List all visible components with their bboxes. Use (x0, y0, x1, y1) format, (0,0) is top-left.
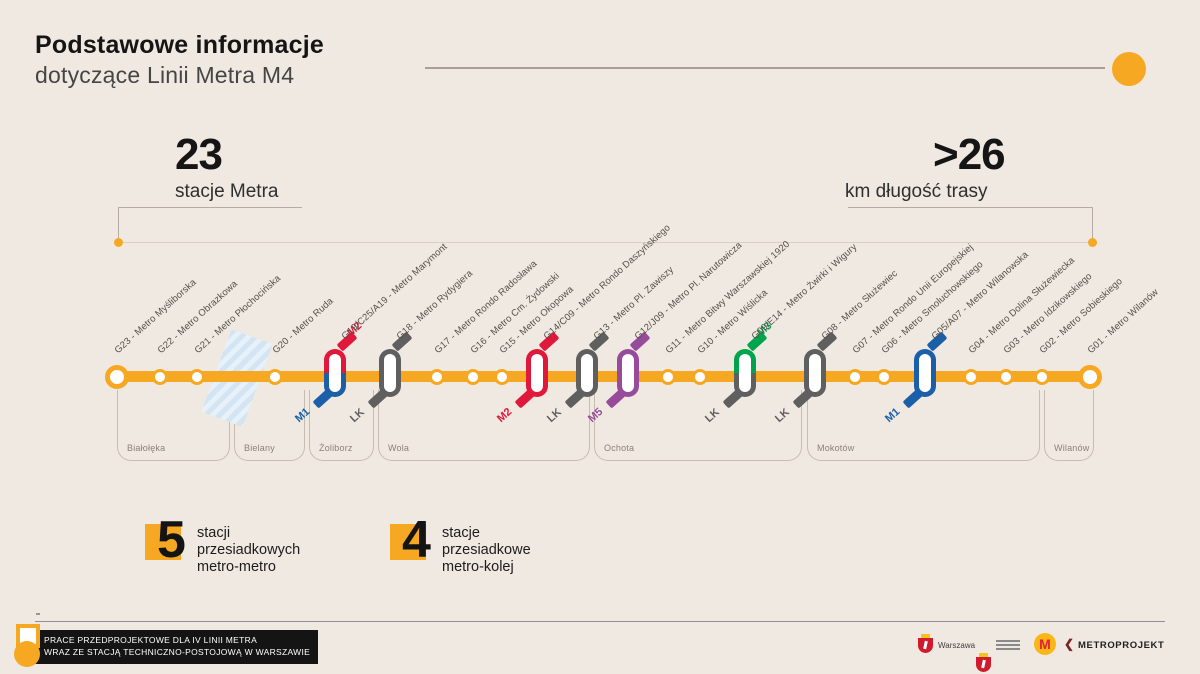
station-dot (876, 368, 892, 385)
district-label: Mokotów (817, 443, 855, 453)
district-label: Bielany (244, 443, 275, 453)
district-bracket-wola: Wola (378, 390, 590, 461)
station-dot (189, 368, 205, 385)
left-bracket-vertical (118, 207, 119, 239)
station-label: G23 - Metro Myśliborska (112, 277, 199, 356)
legend-orange-square (390, 524, 426, 560)
station-interchange-capsule (526, 349, 548, 397)
watermark-circle (14, 641, 40, 667)
legend-text-line2: metro-metro (197, 559, 276, 576)
right-bracket-horizontal (848, 207, 1092, 208)
capsule-inner (809, 354, 821, 392)
station-interchange-capsule (804, 349, 826, 397)
station-dot (152, 368, 168, 385)
district-label: Wola (388, 443, 410, 453)
title-line-1: Podstawowe informacje (35, 31, 324, 59)
station-dot (494, 368, 510, 385)
city-crest-icon (976, 653, 991, 672)
station-terminus (105, 364, 129, 389)
legend-orange-square (145, 524, 181, 560)
m4-line (110, 371, 1096, 382)
legend-text-line2: metro-kolej (442, 559, 514, 576)
station-dot (267, 368, 283, 385)
stat-length-value: >26 (933, 130, 1006, 179)
project-title-line1: PRACE PRZEDPROJEKTOWE DLA IV LINII METRA (44, 635, 258, 645)
station-terminus (1078, 364, 1102, 389)
station-interchange-capsule (576, 349, 598, 397)
capsule-inner (329, 354, 341, 392)
accent-circle (1112, 52, 1146, 86)
legend-count: 5 (157, 511, 186, 569)
metro-warszawskie-logo: M (1034, 633, 1056, 655)
station-dot (660, 368, 676, 385)
project-title-line2: WRAZ ZE STACJĄ TECHNICZNO-POSTOJOWĄ W WA… (44, 647, 311, 658)
district-bracket-mokotów: Mokotów (807, 390, 1040, 461)
station-dot (847, 368, 863, 385)
legend-text-line1: stacje przesiadkowe (442, 525, 531, 559)
capsule-inner (384, 354, 396, 392)
district-bracket-białołęka: Białołęka (117, 390, 230, 461)
title-line-2: dotyczące Linii Metra M4 (35, 62, 295, 89)
district-bracket-bielany: Bielany (234, 390, 305, 461)
warsaw-crest-icon (918, 634, 933, 653)
capsule-inner (622, 354, 634, 392)
legend-count: 4 (402, 511, 431, 569)
footnote-mark (36, 613, 40, 615)
station-dot (1034, 368, 1050, 385)
station-label: G20 - Metro Ruda (270, 295, 336, 356)
district-bracket-wilanów: Wilanów (1044, 390, 1094, 461)
route-span-dot-right (1088, 238, 1097, 247)
district-label: Białołęka (127, 443, 166, 453)
station-dot (429, 368, 445, 385)
footer-rule (35, 621, 1165, 622)
station-interchange-capsule (324, 349, 346, 397)
capsule-inner (531, 354, 543, 392)
capsule-inner (739, 354, 751, 392)
district-label: Wilanów (1054, 443, 1090, 453)
metro-diagram: Białołęka Bielany Żoliborz Wola Ochota Mokotó… (105, 222, 1161, 461)
station-interchange-capsule (734, 349, 756, 397)
stat-length-label: km długość trasy (845, 181, 988, 202)
station-dot (692, 368, 708, 385)
capsule-inner (581, 354, 593, 392)
legend-text-line1: stacji przesiadkowych (197, 525, 301, 559)
station-interchange-capsule (617, 349, 639, 397)
station-dot (998, 368, 1014, 385)
right-bracket-vertical (1092, 207, 1093, 239)
station-label: G08 - Metro Służewiec (819, 268, 900, 342)
station-dot (465, 368, 481, 385)
capsule-inner (919, 354, 931, 392)
metroprojekt-chevron-icon: ❮ (1064, 637, 1075, 651)
header-rule (425, 67, 1105, 69)
station-interchange-capsule (914, 349, 936, 397)
stat-stations-value: 23 (175, 130, 223, 179)
warsaw-logo-label: Warszawa (938, 641, 976, 650)
station-interchange-capsule (379, 349, 401, 397)
left-bracket-horizontal (118, 207, 302, 208)
station-dot (963, 368, 979, 385)
metroprojekt-logo-label: METROPROJEKT (1078, 640, 1165, 651)
district-bracket-żoliborz: Żoliborz (309, 390, 374, 461)
stat-stations-label: stacje Metra (175, 181, 279, 202)
station-label: G19/C25/A19 - Metro Marymont (339, 241, 450, 342)
project-title-bar: PRACE PRZEDPROJEKTOWE DLA IV LINII METRA… (30, 630, 319, 664)
page-title: Podstawowe informacje dotyczące Linii Me… (35, 30, 324, 90)
crest-caption-lines (996, 638, 1020, 652)
district-label: Żoliborz (319, 443, 353, 453)
route-span-dot-left (114, 238, 123, 247)
district-bracket-ochota: Ochota (594, 390, 802, 461)
route-span-line (118, 242, 1092, 243)
district-label: Ochota (604, 443, 635, 453)
